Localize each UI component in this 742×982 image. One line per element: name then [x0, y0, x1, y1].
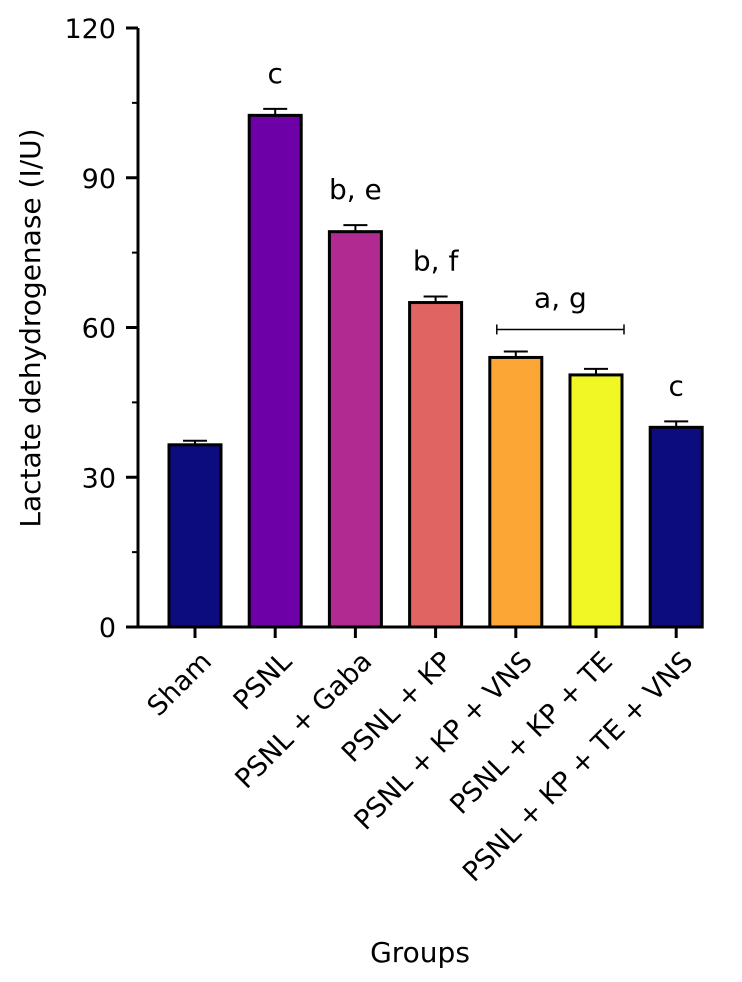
category-label: Sham: [142, 646, 218, 722]
category-label: PSNL: [228, 646, 298, 716]
y-tick-label: 120: [64, 14, 116, 45]
bar-4: [408, 301, 464, 629]
significance-label: a, g: [534, 281, 587, 314]
significance-label: b, e: [329, 173, 382, 206]
bar-3: [327, 230, 383, 629]
bar-6: [568, 373, 624, 629]
x-axis-title: Groups: [370, 936, 470, 969]
category-label: PSNL + Gaba: [229, 646, 378, 795]
significance-label: b, f: [413, 245, 460, 278]
y-tick-label: 60: [82, 314, 116, 345]
y-axis-title: Lactate dehydrogenase (I/U): [14, 128, 47, 527]
significance-label: c: [668, 369, 683, 402]
bar-5: [488, 355, 544, 629]
bar-2: [247, 113, 303, 629]
y-tick-label: 0: [99, 613, 116, 644]
significance-label: c: [267, 57, 282, 90]
y-tick-label: 30: [82, 463, 116, 494]
y-tick-label: 90: [82, 164, 116, 195]
bar-7: [648, 425, 704, 629]
bar-1: [167, 443, 223, 629]
